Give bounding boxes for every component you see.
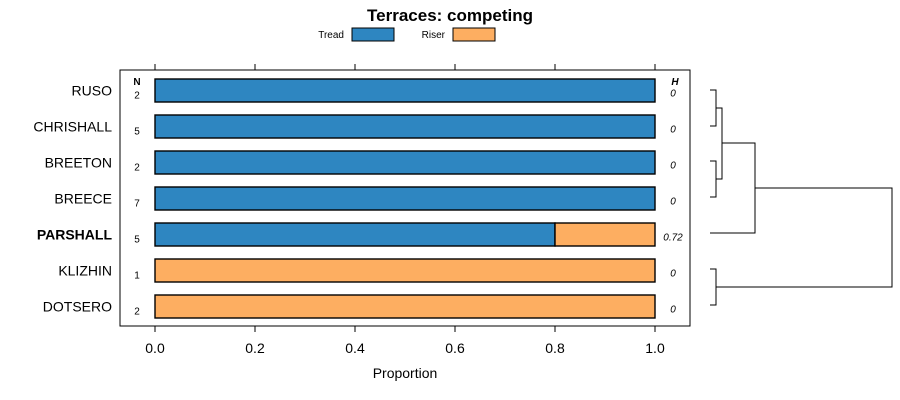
n-header: N [133,77,140,88]
x-tick-label: 0.6 [445,340,465,356]
dendrogram [710,89,893,306]
bar-segment-tread [154,114,656,139]
legend: Tread Riser [318,27,496,42]
legend-swatch-tread [351,27,395,42]
chart-title: Terraces: competing [367,6,533,25]
h-value: 0 [670,161,676,172]
x-axis-title: Proportion [373,365,438,381]
h-value: 0 [670,305,676,316]
legend-label-tread: Tread [318,30,344,41]
dendrogram-branch-root [716,187,893,288]
h-value: 0 [670,197,676,208]
n-value: 2 [134,163,140,174]
dendrogram-branch-ruso-chrishall [710,89,717,127]
n-value: 5 [134,127,140,138]
h-header: H [671,77,679,88]
h-value: 0 [670,269,676,280]
x-tick-label: 0.4 [345,340,365,356]
x-tick-label: 0.0 [145,340,165,356]
n-value: 7 [134,199,140,210]
category-label: RUSO [72,83,113,99]
n-value: 2 [134,91,140,102]
x-axis: 0.0 0.2 0.4 0.6 0.8 1.0 [145,64,665,356]
x-tick-label: 0.2 [245,340,265,356]
category-label: PARSHALL [37,227,113,243]
x-tick-label: 1.0 [645,340,665,356]
h-value: 0 [670,125,676,136]
n-value: 5 [134,235,140,246]
bar-rows: RUSO 2 0 CHRISHALL 5 0 BREETON 2 0 BREECE 7 0 PARSHA… [33,78,683,319]
h-value: 0.72 [663,233,683,244]
plot-frame [119,69,691,327]
n-value: 2 [134,307,140,318]
n-value: 1 [134,271,140,282]
category-label: CHRISHALL [33,119,112,135]
dendrogram-branch-pair-a [716,107,723,180]
bar-segment-tread [154,186,656,211]
category-label: BREECE [54,191,112,207]
legend-label-riser: Riser [422,30,446,41]
bar-segment-tread [154,222,556,247]
bar-segment-riser [554,222,656,247]
bar-segment-tread [154,78,656,103]
x-tick-label: 0.8 [545,340,565,356]
category-label: BREETON [45,155,112,171]
legend-swatch-riser [452,27,496,42]
bar-segment-tread [154,150,656,175]
bar-segment-riser [154,258,656,283]
bar-segment-riser [154,294,656,319]
h-value: 0 [670,89,676,100]
dendrogram-branch-klizhin-dotsero [710,268,717,306]
dendrogram-branch-breeton-breece [710,160,717,198]
category-label: DOTSERO [43,299,112,315]
dendrogram-branch-group-a [710,142,756,234]
category-label: KLIZHIN [58,263,112,279]
